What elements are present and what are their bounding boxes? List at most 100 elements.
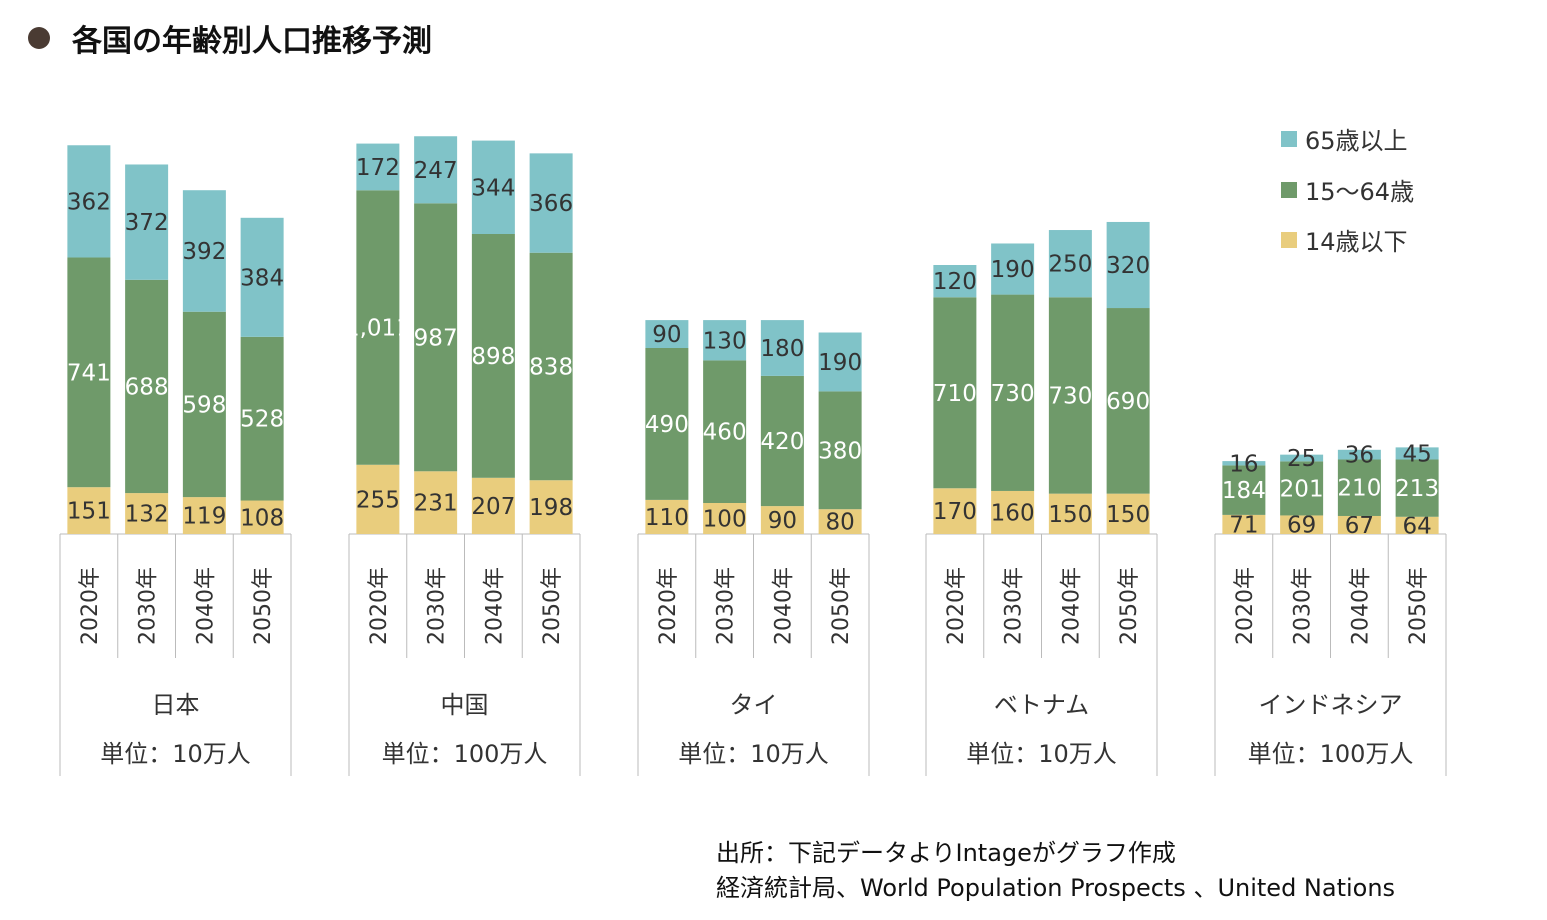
data-label: 198 xyxy=(529,495,573,521)
bar-segment-age65-plus xyxy=(1106,221,1150,309)
bar-segment-age0-14 xyxy=(818,509,862,534)
data-label: 366 xyxy=(529,191,573,217)
bar-segment-age65-plus xyxy=(1048,230,1092,298)
bar-segment-age15-64 xyxy=(760,375,804,507)
data-label: 384 xyxy=(240,265,284,291)
data-label: 255 xyxy=(356,487,400,513)
bar-segment-age15-64 xyxy=(1222,465,1266,515)
stacked-bar-chart: 151 741 362 2020年 132 688 372 2030年 119 598 392 204… xyxy=(59,127,1447,776)
legend-swatch xyxy=(1281,182,1297,198)
bar-segment-age0-14 xyxy=(529,480,573,534)
country-group: 151 741 362 2020年 132 688 372 2030年 119 598 392 204… xyxy=(59,145,292,776)
bar-segment-age15-64 xyxy=(182,311,226,498)
source-note: 出所：下記データよりIntageがグラフ作成 経済統計局、World Popul… xyxy=(716,836,1395,906)
data-label: 190 xyxy=(818,350,862,376)
bar-segment-age0-14 xyxy=(67,487,111,534)
data-label: 320 xyxy=(1106,253,1150,279)
data-label: 898 xyxy=(471,344,515,370)
bar-segment-age15-64 xyxy=(1106,308,1150,494)
data-label: 838 xyxy=(529,354,573,380)
x-tick-label: 2030年 xyxy=(1291,567,1316,645)
data-label: 207 xyxy=(471,494,515,520)
data-label: 100 xyxy=(703,507,747,533)
data-label: 64 xyxy=(1402,513,1431,539)
source-line-2: 経済統計局、World Population Prospects 、United… xyxy=(716,874,1396,902)
bar-segment-age0-14 xyxy=(703,503,747,534)
data-label: 362 xyxy=(67,189,111,215)
x-tick-label: 2030年 xyxy=(714,567,739,645)
data-label: 36 xyxy=(1345,443,1374,469)
x-tick-label: 2050年 xyxy=(829,567,854,645)
x-tick-label: 2040年 xyxy=(1348,567,1373,645)
data-label: 210 xyxy=(1337,476,1381,502)
bar-segment-age0-14 xyxy=(991,490,1035,534)
data-label: 150 xyxy=(1048,502,1092,528)
unit-label: 単位：100万人 xyxy=(1248,740,1414,768)
bar-segment-age0-14 xyxy=(1337,515,1381,534)
bar-segment-age65-plus xyxy=(933,265,977,298)
data-label: 80 xyxy=(825,510,854,536)
bar-segment-age15-64 xyxy=(1280,461,1324,516)
bar-segment-age15-64 xyxy=(1048,297,1092,494)
data-label: 730 xyxy=(991,381,1035,407)
bar-segment-age0-14 xyxy=(1222,514,1266,534)
data-label: 710 xyxy=(933,381,977,407)
bar-segment-age65-plus xyxy=(529,153,573,253)
data-label: 344 xyxy=(471,175,515,201)
bar-segment-age15-64 xyxy=(703,360,747,503)
data-label: 110 xyxy=(645,505,689,531)
bar-segment-age65-plus xyxy=(67,145,111,258)
unit-label: 単位：10万人 xyxy=(678,740,829,768)
x-tick-label: 2020年 xyxy=(656,567,681,645)
data-label: 151 xyxy=(67,499,111,525)
bar-segment-age65-plus xyxy=(703,320,747,361)
bar-segment-age0-14 xyxy=(414,471,458,534)
bar-segment-age15-64 xyxy=(471,233,515,478)
legend-label: 15～64歳 xyxy=(1305,178,1414,206)
bar-segment-age15-64 xyxy=(933,297,977,489)
data-label: 213 xyxy=(1395,476,1439,502)
bar-segment-age65-plus xyxy=(991,243,1035,295)
data-label: 730 xyxy=(1048,383,1092,409)
bar-segment-age0-14 xyxy=(1395,516,1439,534)
data-label: 184 xyxy=(1222,478,1266,504)
bar-segment-age65-plus xyxy=(471,140,515,234)
data-label: 490 xyxy=(645,412,689,438)
chart-title: 各国の年齢別人口推移予測 xyxy=(72,24,432,59)
unit-label: 単位：10万人 xyxy=(966,740,1117,768)
country-name: インドネシア xyxy=(1259,691,1403,719)
bar-segment-age15-64 xyxy=(645,348,689,500)
data-label: 132 xyxy=(125,502,169,528)
data-label: 120 xyxy=(933,269,977,295)
bar-segment-age0-14 xyxy=(1280,515,1324,534)
bar-segment-age15-64 xyxy=(1395,459,1439,517)
bar-segment-age65-plus xyxy=(760,320,804,376)
data-label: 250 xyxy=(1048,252,1092,278)
data-label: 688 xyxy=(125,374,169,400)
data-label: 71 xyxy=(1229,512,1258,538)
data-label: 90 xyxy=(768,508,797,534)
bar-segment-age15-64 xyxy=(414,203,458,472)
data-label: 172 xyxy=(356,155,400,181)
bar-segment-age15-64 xyxy=(991,294,1035,491)
data-label: 150 xyxy=(1106,502,1150,528)
data-label: 180 xyxy=(760,336,804,362)
data-label: 460 xyxy=(703,420,747,446)
bar-segment-age65-plus xyxy=(414,136,458,204)
bar-segment-age0-14 xyxy=(760,506,804,534)
x-tick-label: 2050年 xyxy=(1406,567,1431,645)
bar-segment-age65-plus xyxy=(1395,447,1439,460)
legend-swatch xyxy=(1281,232,1297,248)
data-label: 160 xyxy=(991,500,1035,526)
data-label: 380 xyxy=(818,438,862,464)
legend-label: 65歳以上 xyxy=(1305,127,1408,155)
data-label: 987 xyxy=(414,325,458,351)
x-tick-label: 2040年 xyxy=(1059,567,1084,645)
bar-segment-age15-64 xyxy=(356,190,400,465)
x-tick-label: 2050年 xyxy=(540,567,565,645)
legend-label: 14歳以下 xyxy=(1305,228,1408,256)
bar-segment-age0-14 xyxy=(125,493,169,534)
data-label: 190 xyxy=(991,257,1035,283)
legend-swatch xyxy=(1281,131,1297,147)
